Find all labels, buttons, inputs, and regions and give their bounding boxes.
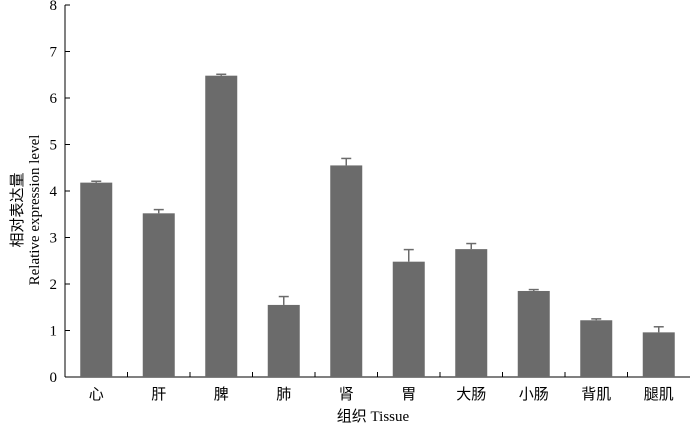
x-tick-label: 胃 bbox=[401, 387, 416, 403]
bar bbox=[142, 213, 175, 377]
bar bbox=[642, 332, 675, 377]
y-tick-label: 0 bbox=[50, 370, 58, 386]
x-tick-label: 肝 bbox=[151, 386, 166, 403]
bars bbox=[80, 75, 675, 378]
bar bbox=[267, 304, 300, 377]
bar bbox=[205, 75, 238, 378]
y-ticks: 0 1 2 3 4 5 6 7 8 bbox=[50, 0, 70, 386]
error-bars bbox=[91, 73, 664, 333]
y-axis-title-group: 相对表达量 Relative expression level bbox=[9, 135, 43, 286]
bar bbox=[80, 182, 113, 377]
x-tick-label: 小肠 bbox=[519, 386, 549, 403]
y-axis-title-cn: 相对表达量 bbox=[9, 172, 26, 247]
x-tick-label: 肾 bbox=[339, 386, 354, 403]
x-tick-label: 脾 bbox=[214, 386, 229, 403]
bar bbox=[330, 165, 363, 377]
x-tick-label: 大肠 bbox=[456, 386, 486, 403]
y-tick-label: 1 bbox=[50, 324, 58, 340]
x-axis-title: 组织 Tissue bbox=[337, 408, 410, 425]
y-axis-title-en: Relative expression level bbox=[27, 135, 43, 286]
y-tick-label: 8 bbox=[50, 0, 58, 14]
bar bbox=[392, 261, 425, 377]
x-tick-labels: 心 肝 脾 肺 肾 胃 大肠 小肠 背肌 腿肌 bbox=[89, 372, 674, 403]
bar bbox=[580, 320, 613, 377]
x-tick-label: 心 bbox=[89, 386, 104, 403]
bar bbox=[517, 290, 550, 377]
y-tick-label: 5 bbox=[50, 138, 58, 154]
x-tick-label: 肺 bbox=[276, 386, 291, 403]
x-tick-label: 腿肌 bbox=[644, 386, 674, 403]
y-tick-label: 7 bbox=[50, 45, 58, 61]
y-tick-label: 2 bbox=[50, 277, 58, 293]
y-tick-label: 3 bbox=[50, 231, 58, 247]
y-tick-label: 4 bbox=[50, 184, 58, 200]
bar bbox=[455, 249, 488, 377]
y-tick-label: 6 bbox=[50, 91, 58, 107]
x-tick-label: 背肌 bbox=[581, 386, 611, 403]
